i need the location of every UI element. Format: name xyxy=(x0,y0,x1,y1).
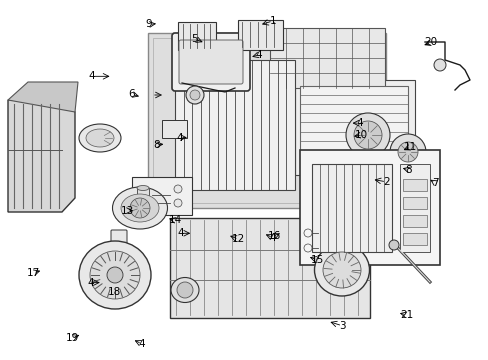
Circle shape xyxy=(107,267,123,283)
Ellipse shape xyxy=(171,278,199,302)
Polygon shape xyxy=(8,100,75,212)
Ellipse shape xyxy=(79,124,121,152)
Bar xyxy=(399,164,429,252)
Ellipse shape xyxy=(79,241,151,309)
Bar xyxy=(311,164,391,252)
Ellipse shape xyxy=(90,251,140,299)
Text: 4: 4 xyxy=(87,278,94,288)
Bar xyxy=(178,22,216,50)
Bar xyxy=(269,28,384,88)
Text: 2: 2 xyxy=(382,177,389,187)
FancyBboxPatch shape xyxy=(111,230,127,256)
Circle shape xyxy=(190,90,200,100)
Circle shape xyxy=(388,240,398,250)
Bar xyxy=(402,179,426,191)
Bar xyxy=(238,20,283,50)
Text: 4: 4 xyxy=(255,50,262,60)
Circle shape xyxy=(433,59,445,71)
Text: 11: 11 xyxy=(403,142,417,152)
Text: 7: 7 xyxy=(431,178,438,188)
Text: 18: 18 xyxy=(108,287,122,297)
Text: 4: 4 xyxy=(176,132,183,143)
Bar xyxy=(153,38,380,203)
Text: 5: 5 xyxy=(191,34,198,44)
Circle shape xyxy=(185,86,203,104)
Text: 21: 21 xyxy=(399,310,413,320)
Bar xyxy=(294,80,414,175)
Circle shape xyxy=(397,142,417,162)
Circle shape xyxy=(174,199,182,207)
Ellipse shape xyxy=(137,185,149,190)
Circle shape xyxy=(346,113,389,157)
Text: 19: 19 xyxy=(65,333,79,343)
Text: 13: 13 xyxy=(120,206,134,216)
Text: 9: 9 xyxy=(145,19,152,30)
Text: 4: 4 xyxy=(88,71,95,81)
Bar xyxy=(148,33,385,208)
Text: 4: 4 xyxy=(138,339,145,349)
Bar xyxy=(402,233,426,245)
Text: 3: 3 xyxy=(338,321,345,331)
Text: 4: 4 xyxy=(177,228,184,238)
Text: 6: 6 xyxy=(128,89,135,99)
Bar xyxy=(162,120,186,138)
Text: 12: 12 xyxy=(231,234,245,244)
Text: 8: 8 xyxy=(405,165,411,175)
Circle shape xyxy=(389,134,425,170)
Polygon shape xyxy=(8,82,78,112)
Ellipse shape xyxy=(86,129,114,147)
FancyBboxPatch shape xyxy=(179,40,243,84)
Circle shape xyxy=(130,198,150,218)
Text: 15: 15 xyxy=(310,255,324,265)
Text: 4: 4 xyxy=(269,233,276,243)
Ellipse shape xyxy=(112,187,167,229)
Circle shape xyxy=(353,121,381,149)
Ellipse shape xyxy=(314,244,369,296)
Text: 14: 14 xyxy=(168,215,182,225)
Ellipse shape xyxy=(323,252,360,288)
Bar xyxy=(402,197,426,209)
Text: 17: 17 xyxy=(26,268,40,278)
Text: 4: 4 xyxy=(355,118,362,128)
Circle shape xyxy=(174,185,182,193)
Ellipse shape xyxy=(121,194,159,222)
Text: 20: 20 xyxy=(424,37,437,48)
Text: 16: 16 xyxy=(267,231,281,241)
Bar xyxy=(137,188,149,210)
Text: 1: 1 xyxy=(269,16,276,26)
Bar xyxy=(132,177,192,215)
Circle shape xyxy=(177,282,193,298)
Bar xyxy=(399,144,421,162)
FancyBboxPatch shape xyxy=(172,33,249,91)
Bar xyxy=(170,218,369,318)
Bar xyxy=(299,150,439,265)
Bar xyxy=(175,60,294,190)
Text: 8: 8 xyxy=(153,140,160,150)
Text: 10: 10 xyxy=(355,130,367,140)
Bar xyxy=(402,215,426,227)
Bar xyxy=(299,86,407,168)
